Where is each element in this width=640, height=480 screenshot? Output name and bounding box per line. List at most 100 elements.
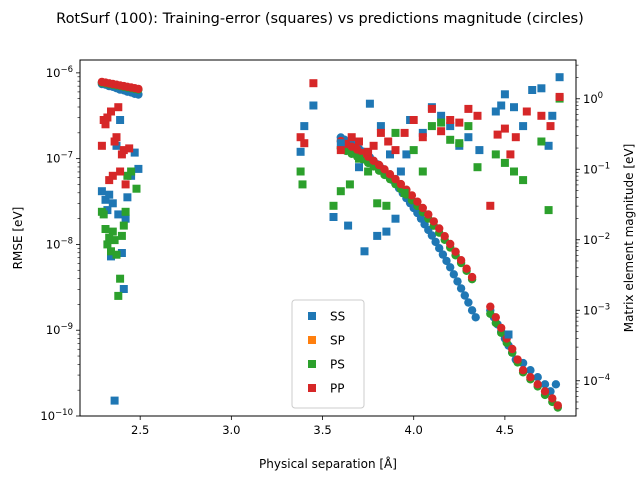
ps-rmse-point (391, 128, 400, 137)
pp-rmse-point (114, 103, 123, 112)
legend-marker-ss (308, 312, 316, 320)
ss-rmse-point (119, 285, 128, 293)
ps-rmse-point (510, 167, 518, 176)
ss-rmse-point (309, 101, 318, 110)
pp-magnitude-point (440, 232, 449, 241)
pp-rmse-point (369, 141, 378, 150)
ss-magnitude-point (526, 366, 535, 375)
pp-rmse-point (437, 127, 446, 136)
pp-rmse-point (107, 107, 115, 116)
ss-magnitude-point (442, 256, 451, 266)
ss-rmse-point (391, 214, 400, 223)
ps-rmse-point (112, 250, 121, 259)
ss-magnitude-point (435, 244, 444, 253)
ss-rmse-point (296, 147, 305, 156)
ps-rmse-point (500, 158, 509, 167)
ps-rmse-point (101, 225, 110, 233)
ss-magnitude-point (551, 380, 561, 389)
ss-rmse-point (491, 107, 500, 116)
y-right-tick-label: 100 (583, 91, 603, 106)
ps-rmse-point (446, 135, 455, 144)
pp-magnitude-point (540, 387, 550, 396)
pp-rmse-point (97, 141, 106, 150)
ss-rmse-point (373, 231, 382, 240)
ss-rmse-point (300, 122, 309, 131)
pp-rmse-point (537, 111, 546, 120)
chart-title: RotSurf (100): Training-error (squares) … (56, 11, 584, 27)
y-right-tick-label: 10−1 (583, 161, 610, 176)
pp-rmse-point (455, 118, 464, 127)
pp-magnitude-point (553, 401, 562, 410)
ss-rmse-point (537, 84, 546, 93)
ss-rmse-point (110, 396, 119, 405)
ss-rmse-point (519, 122, 528, 131)
pp-magnitude-point (533, 380, 542, 389)
ps-rmse-point (473, 163, 482, 172)
ps-rmse-point (418, 167, 427, 176)
ss-rmse-point (548, 111, 557, 120)
ss-magnitude-point (449, 270, 458, 279)
pp-magnitude-point (429, 217, 438, 226)
ss-rmse-point (365, 99, 374, 108)
ss-rmse-point (344, 221, 353, 230)
ss-rmse-point (101, 195, 110, 204)
y-left-tick-label: 10−9 (46, 322, 73, 337)
ps-rmse-point (382, 201, 391, 210)
ss-rmse-point (336, 139, 345, 148)
pp-magnitude-point (462, 264, 471, 273)
pp-rmse-point (125, 144, 134, 153)
pp-rmse-point (119, 146, 128, 155)
pp-rmse-point (309, 79, 318, 88)
ss-rmse-point (97, 187, 106, 196)
ss-rmse-point (475, 146, 484, 155)
y-axis-left-label: RMSE [eV] (11, 207, 25, 270)
pp-rmse-point (110, 137, 119, 146)
ss-magnitude-point (467, 306, 477, 315)
ps-rmse-point (373, 199, 382, 208)
ps-rmse-point (519, 176, 528, 185)
legend-label-ss: SS (330, 310, 345, 324)
legend-label-pp: PP (330, 382, 344, 396)
pp-rmse-point (486, 201, 495, 210)
legend-marker-sp (308, 336, 316, 344)
ss-rmse-point (382, 227, 391, 236)
x-axis-label: Physical separation [Å] (259, 456, 397, 471)
ss-rmse-point (329, 213, 338, 221)
ss-rmse-point (464, 133, 473, 142)
ps-rmse-point (437, 118, 446, 127)
x-tick-label: 4.0 (405, 423, 423, 437)
legend: SS SP PS PP (291, 299, 365, 409)
ss-rmse-point (497, 101, 506, 110)
ps-rmse-point (409, 146, 418, 155)
ss-magnitude-point (427, 231, 437, 240)
ps-rmse-point (117, 231, 126, 240)
y-right-tick-label: 10−4 (583, 373, 610, 388)
ss-rmse-point (355, 163, 363, 172)
ps-rmse-point (114, 291, 123, 300)
pp-rmse-point (522, 107, 531, 116)
pp-magnitude-point (518, 366, 528, 375)
ss-rmse-point (544, 141, 553, 150)
ss-rmse-point (108, 199, 117, 208)
ss-magnitude-point (471, 313, 480, 322)
ps-rmse-point (105, 233, 114, 242)
pp-rmse-point (418, 133, 427, 142)
ss-magnitude-point (533, 373, 542, 382)
pp-magnitude-point (513, 355, 522, 364)
ss-rmse-point (555, 73, 564, 82)
ps-rmse-point (345, 180, 354, 189)
plot-marks (97, 73, 564, 412)
y-right-tick-label: 10−3 (583, 302, 610, 317)
pp-rmse-point (500, 124, 509, 133)
pp-rmse-point (511, 133, 520, 142)
ps-rmse-point (491, 150, 500, 159)
pp-magnitude-point (407, 191, 417, 200)
ps-rmse-point (329, 201, 338, 210)
pp-magnitude-point (418, 203, 427, 213)
pp-rmse-point (364, 147, 373, 156)
legend-label-ps: PS (330, 358, 345, 372)
pp-rmse-point (546, 122, 555, 131)
pp-rmse-point (347, 133, 356, 142)
y-left-tick-label: 10−10 (40, 408, 73, 423)
y-left-tick-label: 10−6 (46, 65, 73, 80)
